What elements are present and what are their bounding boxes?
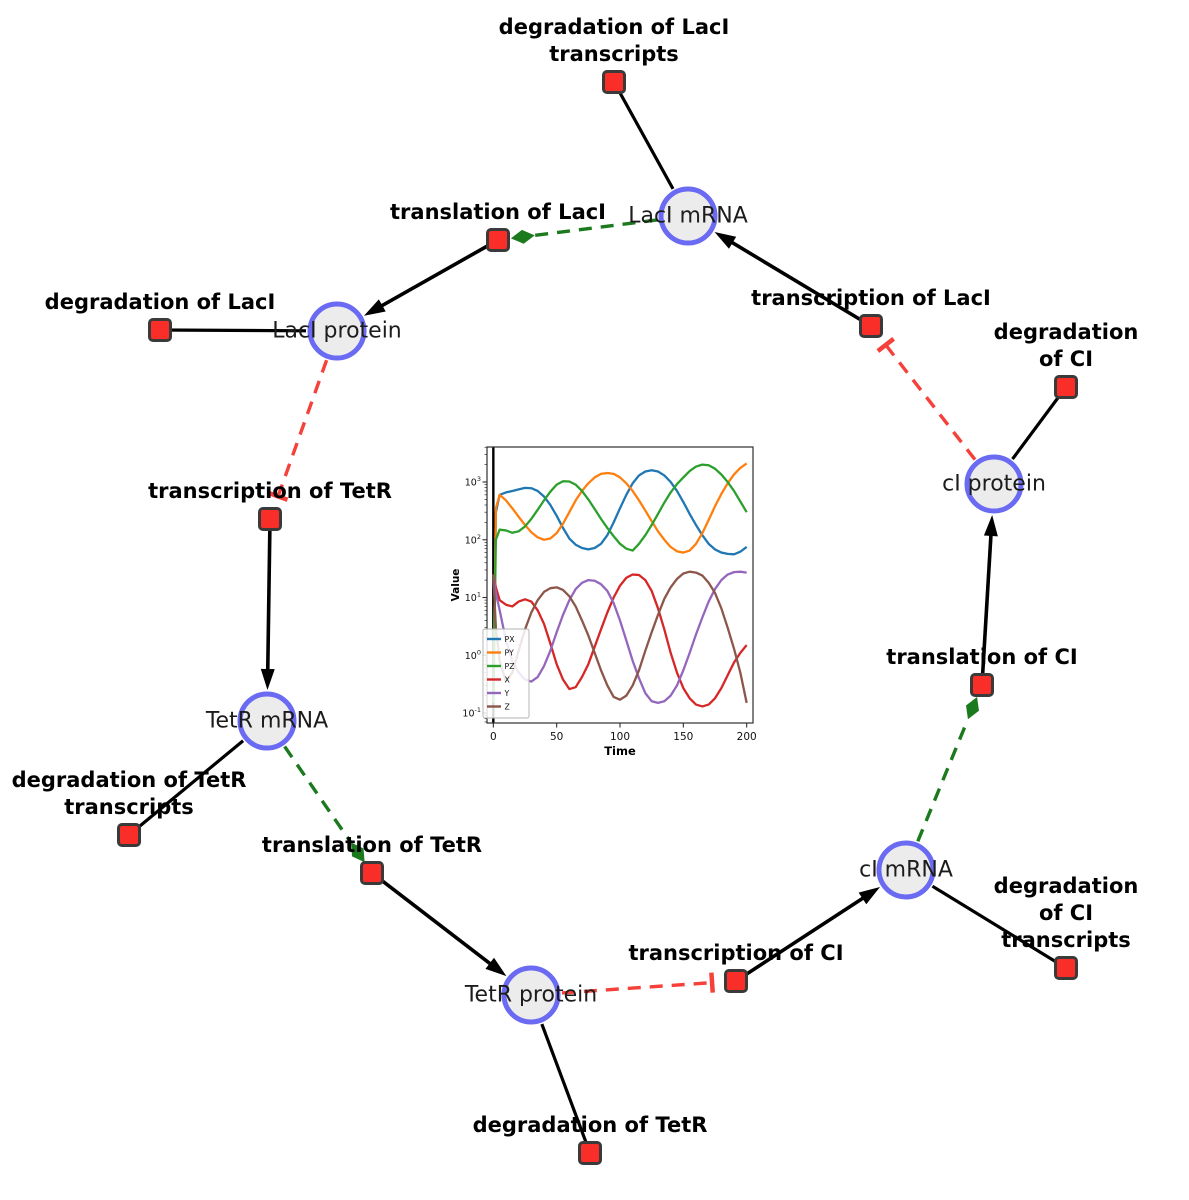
reaction-node-deg_tetr_tx[interactable] <box>117 823 141 847</box>
reaction-label-transl_laci: translation of LacI <box>390 200 606 224</box>
reaction-label-transc_ci: transcription of CI <box>628 941 844 965</box>
species-node-laci_protein[interactable] <box>307 301 367 361</box>
species-label-laci_mrna: LacI mRNA <box>628 203 748 229</box>
reaction-node-transc_tetr[interactable] <box>258 507 282 531</box>
reaction-node-transc_ci[interactable] <box>724 969 748 993</box>
species-label-tetr_mrna: TetR mRNA <box>205 708 329 734</box>
reaction-label-transl_tetr: translation of TetR <box>261 833 483 857</box>
reaction-node-transl_tetr[interactable] <box>360 861 384 885</box>
series-line-X <box>492 573 748 708</box>
species-label-ci_protein: cI protein <box>942 471 1046 497</box>
reaction-label-deg_tetr: degradation of TetR <box>472 1113 708 1137</box>
x-tick-label: 50 <box>550 731 563 743</box>
y-axis-label: Value <box>450 569 462 602</box>
legend: PX PY PZ XYZ <box>482 628 530 719</box>
species-node-laci_mrna[interactable] <box>658 186 718 246</box>
reaction-node-transl_laci[interactable] <box>486 228 510 252</box>
y-tick-label: 101 <box>465 591 481 605</box>
x-tick-label: 200 <box>737 731 757 743</box>
reaction-node-deg_ci_tx[interactable] <box>1054 956 1078 980</box>
y-tick-label: 10-1 <box>462 706 481 720</box>
species-label-ci_mrna: cI mRNA <box>859 857 953 883</box>
edge-consumption-laci_mrna-deg_laci_tx <box>612 81 675 190</box>
edge-production-transl_tetr-tetr_protein <box>370 871 507 977</box>
reaction-label-transl_ci: translation of CI <box>886 645 1078 669</box>
legend-label-PX: PX <box>505 635 516 644</box>
series-line-PX <box>492 469 748 703</box>
reaction-node-deg_laci_tx[interactable] <box>602 70 626 94</box>
reaction-node-deg_ci[interactable] <box>1054 375 1078 399</box>
series-line-PY <box>492 462 748 703</box>
reaction-label-deg_laci: degradation of LacI <box>44 290 276 314</box>
legend-label-Z: Z <box>505 702 510 711</box>
reaction-node-transl_ci[interactable] <box>970 673 994 697</box>
edge-consumption-tetr_mrna-deg_tetr_tx <box>127 739 245 837</box>
series-line-Z <box>492 570 748 704</box>
species-node-tetr_protein[interactable] <box>501 965 561 1025</box>
y-tick-label: 100 <box>465 648 481 662</box>
edge-production-transc_ci-ci_mrna <box>735 886 881 983</box>
reaction-node-deg_laci[interactable] <box>148 318 172 342</box>
legend-label-Y: Y <box>504 689 510 698</box>
reaction-label-deg_ci_tx: degradation of CI transcripts <box>993 874 1139 952</box>
edge-production-transl_ci-ci_protein <box>980 514 998 686</box>
edge-production-transc_tetr-tetr_mrna <box>260 518 275 691</box>
reaction-node-deg_tetr[interactable] <box>578 1141 602 1165</box>
edge-consumption-tetr_protein-deg_tetr <box>540 1023 592 1154</box>
edge-modifier-tetr_mrna-transl_tetr <box>283 745 365 863</box>
inset-time-series-chart: 0 50 100 150 20010-1100101102103TimeValuePXP… <box>450 446 757 758</box>
species-label-tetr_protein: TetR protein <box>464 982 598 1008</box>
reaction-label-deg_ci: degradation of CI <box>993 320 1139 371</box>
x-tick-label: 150 <box>673 731 693 743</box>
y-tick-label: 102 <box>465 533 481 547</box>
edge-inhibition-tetr_protein-transc_ci <box>561 972 715 995</box>
edge-consumption-ci_protein-deg_ci <box>1011 386 1068 461</box>
x-tick-label: 0 <box>490 731 497 743</box>
edge-inhibition-laci_protein-transc_tetr <box>267 359 329 502</box>
reaction-node-transc_laci[interactable] <box>859 314 883 338</box>
edge-production-transc_laci-laci_mrna <box>714 231 872 328</box>
reaction-label-deg_laci_tx: degradation of LacI transcripts <box>498 15 730 66</box>
species-label-laci_protein: LacI protein <box>272 318 402 344</box>
series-line-Y <box>492 570 747 704</box>
reaction-label-transc_tetr: transcription of TetR <box>148 479 392 503</box>
x-axis-label: Time <box>604 744 636 758</box>
edge-production-transl_laci-laci_protein <box>363 238 499 316</box>
edge-modifier-ci_mrna-transl_ci <box>916 697 979 842</box>
legend-label-PY: PY <box>505 648 515 657</box>
edge-inhibition-ci_protein-transc_laci <box>876 337 977 461</box>
species-node-ci_mrna[interactable] <box>876 840 936 900</box>
reaction-label-deg_tetr_tx: degradation of TetR transcripts <box>11 768 247 819</box>
legend-label-PZ: PZ <box>505 662 515 671</box>
y-tick-label: 103 <box>465 475 481 489</box>
reaction-label-transc_laci: transcription of LacI <box>751 286 991 310</box>
species-node-tetr_mrna[interactable] <box>237 691 297 751</box>
legend-label-X: X <box>505 675 511 684</box>
x-tick-label: 100 <box>610 731 630 743</box>
edge-consumption-laci_protein-deg_laci <box>159 328 307 333</box>
edge-consumption-ci_mrna-deg_ci_tx <box>931 884 1067 970</box>
edge-modifier-laci_mrna-transl_laci <box>510 218 658 244</box>
species-node-ci_protein[interactable] <box>964 454 1024 514</box>
series-line-PZ <box>492 463 748 703</box>
